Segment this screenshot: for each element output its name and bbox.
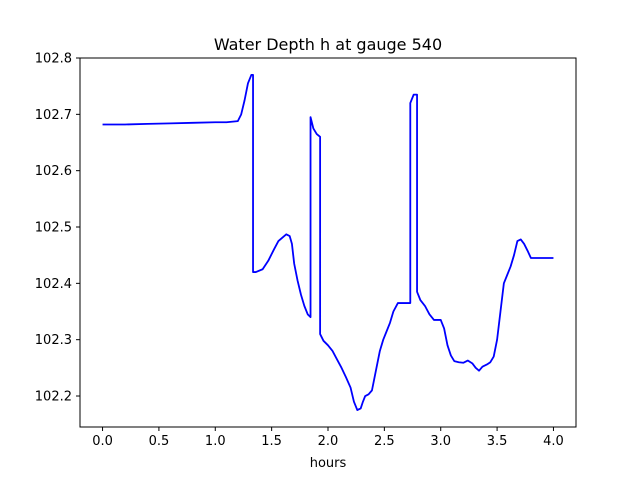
plot-area — [79, 57, 577, 428]
y-tick-label: 102.7 — [35, 108, 72, 123]
y-tick-label: 102.8 — [35, 52, 72, 67]
x-tick-label: 3.0 — [430, 434, 451, 449]
y-tick-label: 102.6 — [35, 164, 72, 179]
series-line-0 — [102, 74, 554, 412]
x-tick-label: 2.5 — [374, 434, 395, 449]
x-tick-label: 4.0 — [543, 434, 564, 449]
x-tick-label: 1.0 — [205, 434, 226, 449]
chart-title: Water Depth h at gauge 540 — [214, 35, 442, 54]
y-tick-label: 102.4 — [35, 277, 72, 292]
x-tick-label: 1.5 — [261, 434, 282, 449]
x-tick-label: 2.0 — [318, 434, 339, 449]
y-tick-label: 102.5 — [35, 221, 72, 236]
x-axis-label: hours — [310, 456, 347, 471]
axis-ticks: 0.0 0.5 1.0 1.5 2.0 2.5 3.0 3.5 4.0 102.2 102.3 102… — [35, 52, 564, 450]
x-tick-label: 0.5 — [149, 434, 170, 449]
y-tick-label: 102.2 — [35, 390, 72, 405]
y-tick-label: 102.3 — [35, 333, 72, 348]
x-tick-label: 3.5 — [487, 434, 508, 449]
axes-frame — [79, 57, 577, 428]
x-tick-label: 0.0 — [92, 434, 113, 449]
